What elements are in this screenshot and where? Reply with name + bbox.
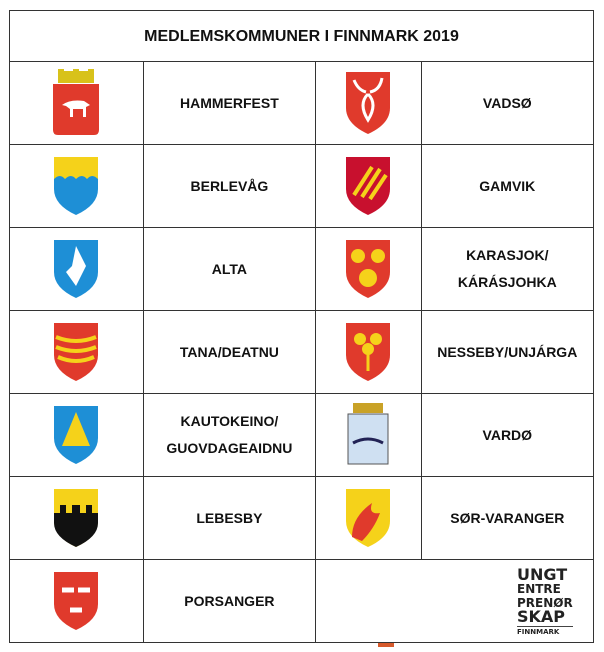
table-row: TANA/DEATNU NESSEBY/UNJÁRGA	[9, 310, 595, 394]
alta-coat-of-arms-icon	[54, 240, 99, 298]
table-row: PORSANGER	[9, 559, 594, 643]
gamvik-coat-of-arms-icon	[346, 157, 391, 215]
municipality-name: ALTA	[142, 227, 317, 311]
municipality-name: GAMVIK	[420, 144, 595, 228]
logo-line: ENTRE	[517, 582, 561, 596]
municipality-name: HAMMERFEST	[142, 61, 317, 145]
logo-line: PRENØR	[517, 596, 573, 610]
municipality-name: LEBESBY	[142, 476, 317, 560]
logo-subtitle: FINNMARK	[517, 626, 573, 637]
logo-line: UNGT	[517, 565, 568, 584]
nesseby-coat-of-arms-icon	[346, 323, 391, 381]
ungt-entreprenorskap-logo: UNGT ENTRE PRENØR SKAP FINNMARK	[517, 565, 573, 637]
kautokeino-coat-of-arms-icon	[54, 406, 99, 464]
tana-coat-of-arms-icon	[54, 323, 99, 381]
municipality-name: SØR-VARANGER	[420, 476, 595, 560]
table-title: MEDLEMSKOMMUNER I FINNMARK 2019	[9, 10, 594, 62]
municipality-name: TANA/DEATNU	[142, 310, 317, 394]
logo-cell	[315, 559, 594, 643]
vardo-coat-of-arms-icon	[347, 403, 389, 465]
logo-line: SKAP	[517, 607, 566, 626]
table-row: BERLEVÅG GAMVIK	[9, 144, 595, 228]
municipality-name: VARDØ	[420, 393, 595, 477]
vadso-coat-of-arms-icon	[346, 72, 391, 134]
table-row: KAUTOKEINO/GUOVDAGEAIDNU VARDØ	[9, 393, 595, 477]
municipality-name: PORSANGER	[142, 559, 317, 643]
porsanger-coat-of-arms-icon	[54, 572, 99, 630]
municipality-name: NESSEBY/UNJÁRGA	[420, 310, 595, 394]
municipality-name: VADSØ	[420, 61, 595, 145]
members-table: MEDLEMSKOMMUNER I FINNMARK 2019 HAMMERFE…	[9, 10, 595, 643]
table-row: ALTA KARASJOK/KÁRÁSJOHKA	[9, 227, 595, 311]
municipality-name: KAUTOKEINO/GUOVDAGEAIDNU	[142, 393, 317, 477]
cut-off-mark	[378, 643, 394, 647]
berlevag-coat-of-arms-icon	[54, 157, 99, 215]
lebesby-coat-of-arms-icon	[54, 489, 99, 547]
municipality-name: KARASJOK/KÁRÁSJOHKA	[420, 227, 595, 311]
hammerfest-coat-of-arms-icon	[53, 69, 100, 135]
table-row: LEBESBY SØR-VARANGER	[9, 476, 595, 560]
sor-varanger-coat-of-arms-icon	[346, 489, 391, 547]
table-row: HAMMERFEST VADSØ	[9, 61, 595, 145]
karasjok-coat-of-arms-icon	[346, 240, 391, 298]
municipality-name: BERLEVÅG	[142, 144, 317, 228]
